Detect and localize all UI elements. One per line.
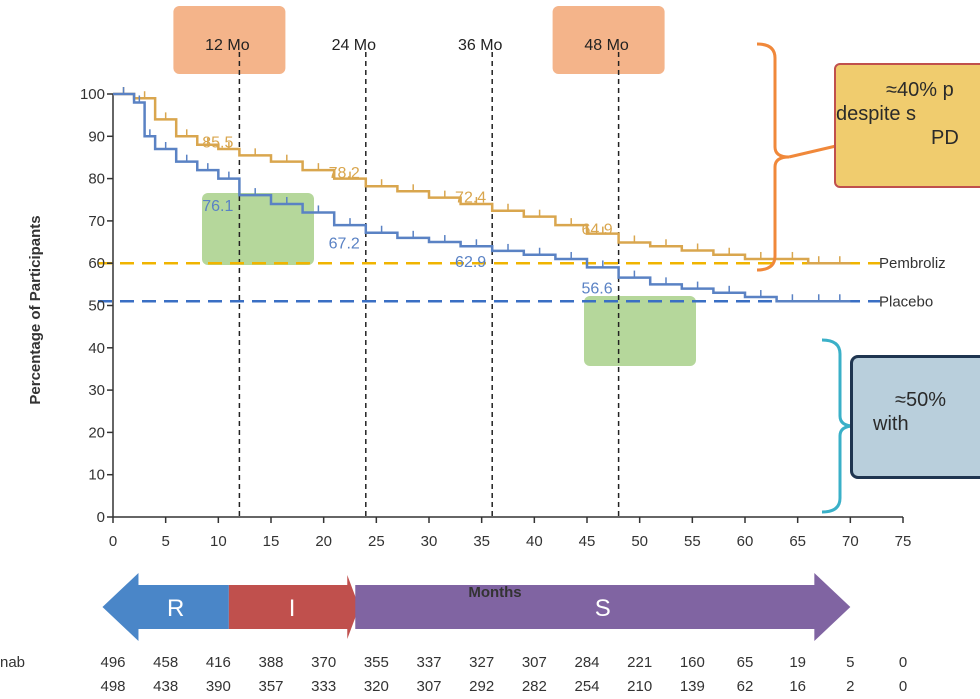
label-highlight-12mo <box>202 193 314 265</box>
phase-arrow <box>228 575 360 639</box>
risk-row-label: nab <box>0 654 25 671</box>
risk-cell: 282 <box>522 678 547 695</box>
risk-cell: 458 <box>153 654 178 671</box>
data-label: 56.6 <box>581 281 612 298</box>
time-marker-label: 36 Mo <box>458 37 503 54</box>
y-tick-label: 50 <box>88 298 105 315</box>
series-end-label: Placebo <box>879 293 933 310</box>
y-tick-label: 40 <box>88 340 105 357</box>
risk-cell: 370 <box>311 654 336 671</box>
phase-arrow-label: I <box>289 595 296 622</box>
x-tick-label: 0 <box>109 533 117 550</box>
label-highlight-48mo <box>584 296 696 366</box>
risk-cell: 333 <box>311 678 336 695</box>
y-tick-label: 20 <box>88 424 105 441</box>
risk-cell: 327 <box>469 654 494 671</box>
x-tick-label: 65 <box>789 533 806 550</box>
x-tick-label: 35 <box>473 533 490 550</box>
risk-cell: 307 <box>522 654 547 671</box>
y-tick-label: 30 <box>88 382 105 399</box>
risk-cell: 337 <box>416 654 441 671</box>
risk-cell: 160 <box>680 654 705 671</box>
y-tick-label: 70 <box>88 213 105 230</box>
risk-cell: 0 <box>899 654 907 671</box>
data-label: 72.4 <box>455 190 486 207</box>
risk-cell: 284 <box>574 654 599 671</box>
phase-arrow-label: S <box>595 595 611 622</box>
callout-top-line-1: ≈40% p <box>886 79 954 101</box>
callout-bottom-line-1: ≈50% <box>895 389 947 411</box>
risk-cell: 0 <box>899 678 907 695</box>
risk-cell: 292 <box>469 678 494 695</box>
y-tick-label: 60 <box>88 255 105 272</box>
data-label: 85.5 <box>202 134 233 151</box>
risk-cell: 416 <box>206 654 231 671</box>
risk-cell: 307 <box>416 678 441 695</box>
callout-top: ≈40% p despite s PD <box>834 63 980 188</box>
risk-cell: 210 <box>627 678 652 695</box>
risk-cell: 62 <box>737 678 754 695</box>
risk-cell: 19 <box>789 654 806 671</box>
risk-cell: 139 <box>680 678 705 695</box>
risk-cell: 16 <box>789 678 806 695</box>
risk-cell: 390 <box>206 678 231 695</box>
x-tick-label: 70 <box>842 533 859 550</box>
data-label: 78.2 <box>329 165 360 182</box>
x-tick-label: 10 <box>210 533 227 550</box>
series-end-label: Pembroliz <box>879 255 946 272</box>
x-tick-label: 45 <box>579 533 596 550</box>
x-tick-label: 25 <box>368 533 385 550</box>
time-marker-label: 48 Mo <box>584 37 629 54</box>
callout-top-line-3: PD <box>931 127 959 149</box>
risk-cell: 357 <box>258 678 283 695</box>
y-tick-label: 10 <box>88 467 105 484</box>
x-axis-label: Months <box>468 584 521 601</box>
phase-arrow <box>355 573 851 641</box>
x-tick-label: 60 <box>737 533 754 550</box>
x-tick-label: 20 <box>315 533 332 550</box>
x-tick-label: 50 <box>631 533 648 550</box>
callout-top-line-2: despite s <box>836 103 917 125</box>
risk-cell: 388 <box>258 654 283 671</box>
risk-cell: 438 <box>153 678 178 695</box>
x-tick-label: 55 <box>684 533 701 550</box>
y-tick-label: 90 <box>88 128 105 145</box>
x-tick-label: 75 <box>895 533 912 550</box>
time-marker-highlight <box>173 6 286 74</box>
data-label: 67.2 <box>329 236 360 253</box>
y-tick-label: 100 <box>80 86 105 103</box>
x-tick-label: 40 <box>526 533 543 550</box>
y-axis-label: Percentage of Participants <box>27 215 44 404</box>
time-marker-highlight <box>552 6 665 74</box>
y-tick-label: 80 <box>88 171 105 188</box>
risk-cell: 2 <box>846 678 854 695</box>
risk-cell: 5 <box>846 654 854 671</box>
risk-cell: 496 <box>100 654 125 671</box>
risk-cell: 498 <box>100 678 125 695</box>
phase-arrow-label: R <box>167 595 184 622</box>
data-label: 64.9 <box>581 221 612 238</box>
time-marker-label: 24 Mo <box>332 37 377 54</box>
x-tick-label: 30 <box>421 533 438 550</box>
risk-cell: 355 <box>364 654 389 671</box>
risk-cell: 65 <box>737 654 754 671</box>
callout-bottom: ≈50% with <box>850 355 980 479</box>
risk-cell: 254 <box>574 678 599 695</box>
time-marker-label: 12 Mo <box>205 37 250 54</box>
x-tick-label: 15 <box>263 533 280 550</box>
y-tick-label: 0 <box>97 509 105 526</box>
phase-arrow <box>102 573 229 641</box>
data-label: 76.1 <box>202 198 233 215</box>
x-tick-label: 5 <box>161 533 169 550</box>
callout-bottom-line-2: with <box>873 413 909 435</box>
risk-cell: 320 <box>364 678 389 695</box>
bracket-top <box>756 42 790 272</box>
risk-cell: 221 <box>627 654 652 671</box>
data-label: 62.9 <box>455 254 486 271</box>
bracket-top-connector <box>788 144 837 159</box>
